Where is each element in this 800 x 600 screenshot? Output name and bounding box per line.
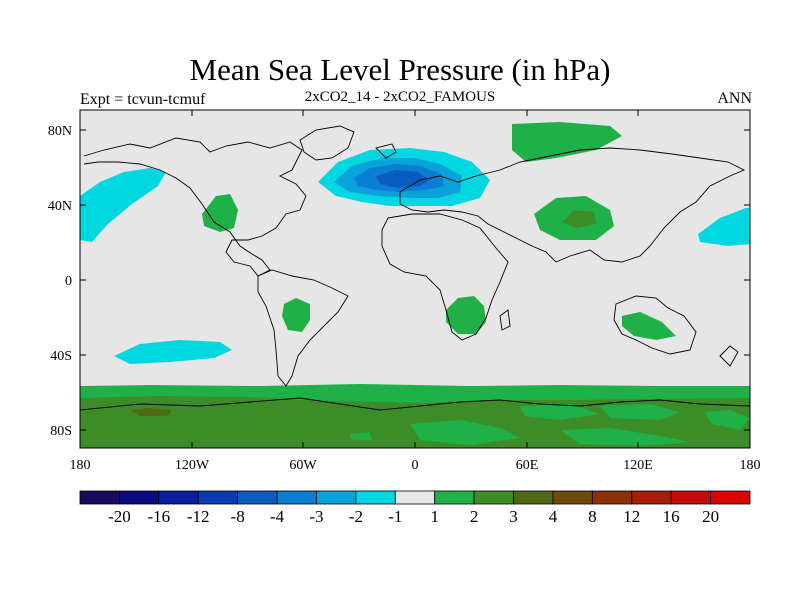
season-label: ANN: [717, 90, 752, 107]
contour-antarctic-7: [350, 432, 372, 440]
contour-atlantic-neg-4: [376, 170, 430, 188]
x-tick-label: 60W: [289, 458, 317, 473]
map-area: [80, 110, 750, 448]
contour-arctic-2: [512, 122, 622, 162]
legend-swatch: [552, 490, 593, 505]
contour-north-pacific-neg: [80, 168, 166, 242]
contour-antarctic-5: [560, 428, 690, 446]
legend-swatch: [513, 490, 554, 505]
contour-east-pacific-neg: [698, 208, 750, 246]
contour-antarctic-6: [704, 410, 750, 430]
legend-label: -8: [231, 507, 245, 526]
legend-label: 2: [470, 507, 479, 526]
experiment-label: Expt = tcvun-tcmuf: [80, 91, 206, 108]
tick-marks: [79, 110, 751, 448]
contour-south-pacific-neg: [114, 340, 232, 364]
chart-subtitle: 2xCO2_14 - 2xCO2_FAMOUS: [304, 89, 496, 105]
contour-antarctic-2: [410, 420, 520, 445]
legend-swatch: [670, 490, 711, 505]
y-tick-label: 0: [65, 274, 72, 289]
legend-labels: -20 -16 -12 -8 -4 -3 -2 -1 1 2 3 4 8 12 16 20: [108, 507, 719, 526]
legend-swatch: [434, 490, 475, 505]
contour-south-america-2: [282, 298, 310, 332]
legend-swatch: [394, 490, 436, 505]
x-tick-label: 180: [740, 458, 761, 473]
legend-label: 1: [430, 507, 439, 526]
legend-label: -3: [309, 507, 323, 526]
contour-australia-2: [622, 312, 676, 340]
legend-label: -2: [349, 507, 363, 526]
y-axis-labels: 80N 40N 0 40S 80S: [48, 124, 72, 439]
y-tick-label: 80N: [48, 124, 72, 139]
legend-swatch: [158, 490, 199, 505]
legend-swatch: [631, 490, 672, 505]
x-tick-label: 120E: [623, 458, 653, 473]
y-tick-label: 40N: [48, 199, 72, 214]
contour-antarctic-1: [130, 408, 172, 416]
legend-swatch: [119, 490, 160, 505]
legend-label: 4: [549, 507, 558, 526]
legend-label: -16: [147, 507, 170, 526]
y-tick-label: 80S: [50, 424, 72, 439]
legend-label: -12: [187, 507, 210, 526]
coastlines: [80, 125, 750, 411]
x-tick-label: 0: [412, 458, 419, 473]
legend-colorbar: [79, 490, 751, 505]
legend-label: 8: [588, 507, 597, 526]
chart-title: Mean Sea Level Pressure (in hPa): [189, 52, 611, 87]
legend-swatch: [473, 490, 514, 505]
legend-label: -1: [388, 507, 402, 526]
x-tick-label: 60E: [516, 458, 539, 473]
legend-swatch: [710, 490, 751, 505]
y-tick-label: 40S: [50, 349, 72, 364]
legend-label: 3: [509, 507, 518, 526]
legend-swatch: [355, 490, 396, 505]
x-axis-labels: 180 120W 60W 0 60E 120E 180: [70, 458, 761, 473]
legend-swatch: [276, 490, 317, 505]
x-tick-label: 180: [70, 458, 91, 473]
legend-swatch: [197, 490, 239, 505]
contour-central-asia-3: [562, 210, 596, 228]
legend-swatch: [316, 490, 357, 505]
contour-antarctic-4: [600, 404, 680, 420]
legend-swatch: [79, 490, 120, 505]
contour-north-america-2: [202, 194, 238, 232]
contour-africa-2: [446, 296, 486, 334]
legend-label: 20: [702, 507, 719, 526]
legend-label: 16: [663, 507, 680, 526]
legend-swatch: [237, 490, 278, 505]
legend-label: -4: [270, 507, 285, 526]
legend-label: 12: [623, 507, 640, 526]
contour-antarctic-3: [520, 404, 600, 420]
x-tick-label: 120W: [175, 458, 210, 473]
legend-label: -20: [108, 507, 131, 526]
legend-swatch: [591, 490, 633, 505]
